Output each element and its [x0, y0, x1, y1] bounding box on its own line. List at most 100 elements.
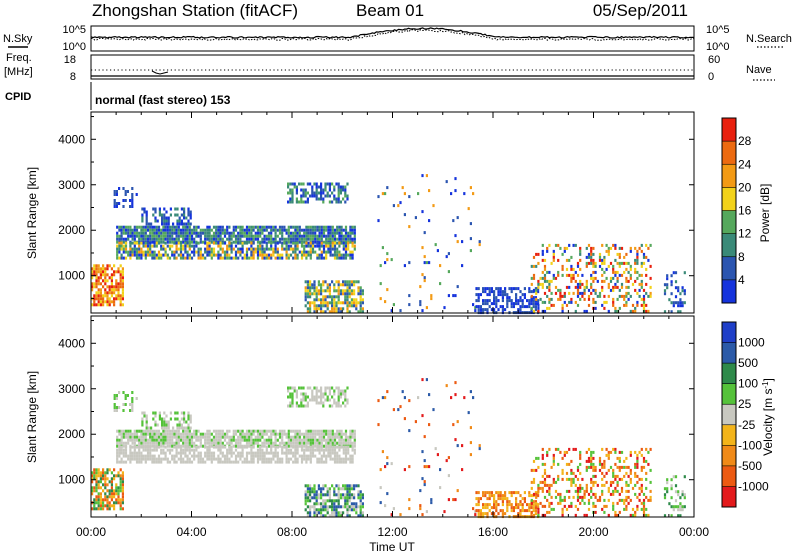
- velocity-data-cell: [359, 493, 362, 497]
- velocity-data-cell: [326, 493, 329, 497]
- velocity-data-cell: [118, 438, 121, 442]
- power-data-cell: [294, 253, 297, 257]
- power-data-cell: [278, 240, 282, 244]
- velocity-data-cell: [133, 454, 136, 458]
- velocity-data-cell: [497, 512, 500, 516]
- power-data-cell: [267, 256, 271, 260]
- velocity-data-cell: [115, 498, 118, 502]
- power-data-cell: [512, 287, 515, 291]
- velocity-colorbar-segment: [722, 322, 736, 343]
- velocity-data-cell: [344, 484, 347, 488]
- power-data-cell: [119, 300, 122, 304]
- velocity-data-cell: [248, 460, 251, 464]
- velocity-data-cell: [592, 483, 595, 487]
- power-data-cell: [314, 225, 317, 229]
- power-data-cell: [263, 247, 266, 251]
- power-data-cell: [612, 300, 615, 304]
- velocity-data-cell: [614, 489, 617, 493]
- velocity-data-cell: [322, 487, 325, 491]
- power-data-cell: [223, 256, 227, 260]
- velocity-data-cell: [261, 432, 264, 436]
- power-data-cell: [344, 237, 348, 241]
- velocity-data-cell: [328, 505, 331, 509]
- velocity-data-cell: [333, 505, 336, 509]
- power-data-cell: [287, 191, 290, 195]
- velocity-data-cell: [180, 426, 183, 430]
- velocity-data-cell: [261, 429, 264, 433]
- power-data-cell: [359, 301, 362, 305]
- power-data-cell: [206, 241, 209, 245]
- velocity-data-cell: [614, 450, 617, 454]
- velocity-data-cell: [579, 483, 582, 487]
- power-data-cell: [129, 199, 132, 202]
- power-data-cell: [276, 228, 279, 232]
- power-data-cell: [180, 222, 183, 226]
- velocity-data-cell: [239, 441, 242, 445]
- power-data-cell: [239, 228, 242, 232]
- velocity-data-cell: [506, 506, 509, 510]
- velocity-data-cell: [674, 490, 678, 494]
- velocity-data-cell: [281, 448, 284, 452]
- power-data-cell: [497, 293, 500, 297]
- power-data-cell: [95, 270, 98, 274]
- velocity-data-cell: [294, 454, 297, 458]
- power-data-cell: [603, 279, 606, 283]
- power-data-cell: [108, 285, 111, 289]
- power-data-cell: [306, 283, 309, 287]
- velocity-data-cell: [267, 429, 271, 433]
- power-data-cell: [552, 249, 555, 253]
- power-data-cell: [585, 264, 588, 268]
- power-data-cell: [307, 237, 310, 241]
- power-data-cell: [195, 250, 198, 254]
- velocity-data-cell: [165, 426, 168, 430]
- power-data-cell: [517, 308, 520, 312]
- velocity-data-cell: [320, 398, 323, 402]
- power-data-cell: [234, 240, 238, 244]
- power-data-cell: [171, 234, 174, 238]
- power-data-cell: [603, 261, 606, 265]
- velocity-data-cell: [344, 441, 348, 445]
- velocity-data-cell: [316, 429, 319, 433]
- power-data-cell: [110, 294, 113, 298]
- velocity-data-cell: [603, 483, 606, 487]
- power-data-cell: [146, 241, 150, 245]
- velocity-data-cell: [208, 454, 211, 458]
- power-data-cell: [304, 292, 307, 296]
- power-data-cell: [484, 290, 487, 294]
- velocity-data-cell: [197, 438, 200, 442]
- velocity-data-cell: [195, 438, 198, 442]
- power-data-cell: [548, 306, 551, 310]
- velocity-data-cell: [581, 495, 584, 499]
- power-data-cell: [230, 231, 233, 235]
- velocity-data-cell: [612, 474, 615, 478]
- power-data-cell: [508, 296, 511, 300]
- power-data-cell: [587, 288, 591, 292]
- power-data-cell: [149, 228, 152, 232]
- velocity-data-cell: [102, 504, 105, 508]
- power-data-cell: [603, 258, 606, 262]
- power-data-cell: [486, 308, 489, 312]
- power-data-cell: [304, 295, 307, 299]
- power-data-cell: [320, 225, 323, 229]
- velocity-data-cell: [559, 498, 562, 502]
- velocity-data-cell: [561, 513, 564, 517]
- power-data-cell: [122, 205, 125, 208]
- velocity-data-cell: [445, 459, 448, 463]
- power-data-cell: [144, 237, 147, 241]
- power-data-cell: [636, 276, 639, 280]
- power-data-cell: [317, 197, 320, 201]
- power-data-cell: [530, 306, 533, 310]
- power-data-cell: [333, 234, 337, 238]
- power-data-cell: [523, 293, 526, 297]
- power-data-cell: [140, 231, 143, 235]
- power-data-cell: [265, 241, 268, 245]
- velocity-data-cell: [493, 512, 496, 516]
- power-data-cell: [230, 244, 233, 248]
- power-data-cell: [331, 244, 334, 248]
- power-data-cell: [315, 307, 318, 311]
- velocity-data-cell: [397, 408, 400, 412]
- power-data-cell: [118, 234, 121, 238]
- power-data-cell: [309, 304, 312, 308]
- velocity-data-cell: [219, 457, 222, 461]
- velocity-data-cell: [663, 496, 667, 500]
